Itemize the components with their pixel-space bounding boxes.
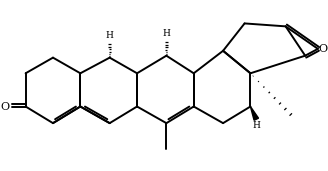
Text: H: H: [106, 31, 113, 40]
Text: H: H: [252, 121, 260, 130]
Text: O: O: [1, 102, 10, 111]
Text: H: H: [162, 29, 170, 38]
Polygon shape: [251, 107, 258, 120]
Text: O: O: [319, 44, 328, 54]
